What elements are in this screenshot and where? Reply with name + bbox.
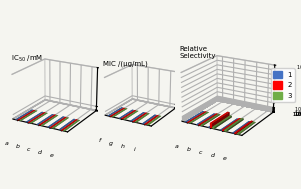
Text: IC$_{50}$ /mM: IC$_{50}$ /mM <box>11 54 43 64</box>
Text: Relative
Selectivity: Relative Selectivity <box>180 46 216 59</box>
Legend: 1, 2, 3: 1, 2, 3 <box>271 68 294 102</box>
Text: MIC /(μg/mL): MIC /(μg/mL) <box>104 61 148 67</box>
